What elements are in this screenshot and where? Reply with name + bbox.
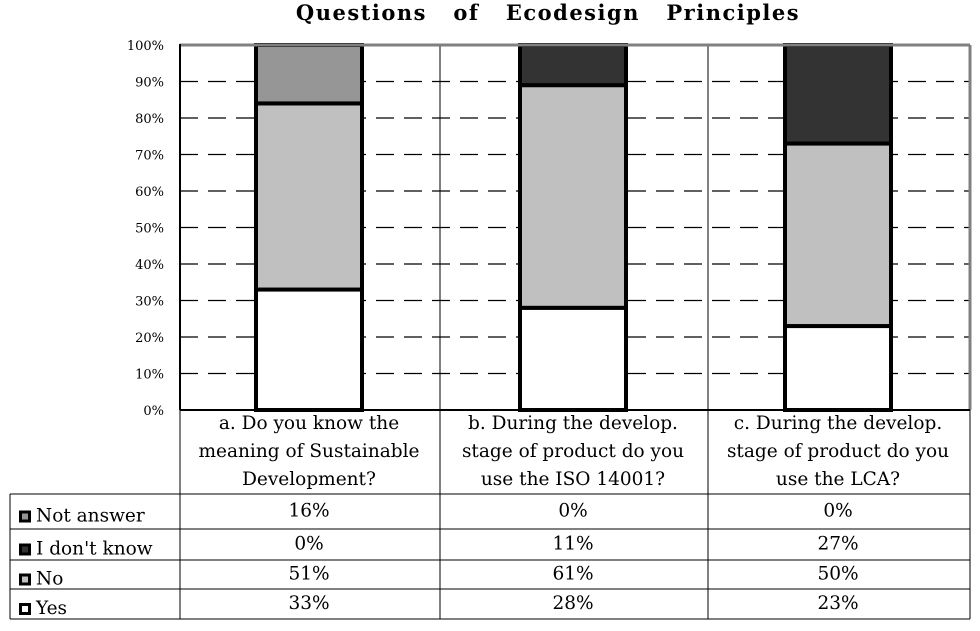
category-label: a. Do you know the — [219, 413, 399, 434]
data-table: Not answer 16% 0% 0% I don't know 0% 11% 27% No 5… — [9, 493, 971, 620]
bars — [254, 43, 893, 412]
category-label: Development? — [242, 469, 376, 490]
category-label: use the LCA? — [776, 469, 900, 490]
y-tick-label: 10% — [135, 368, 164, 383]
legend-key-fill — [22, 576, 28, 583]
category-labels: a. Do you know the meaning of Sustainable… — [179, 410, 971, 494]
category-label: b. During the develop. — [468, 413, 678, 434]
legend-key-fill — [22, 546, 28, 553]
category-label: stage of product do you — [727, 441, 949, 462]
bar-segment-no — [254, 101, 364, 292]
category-label: use the ISO 14001? — [481, 469, 665, 490]
y-tick-label: 50% — [135, 222, 164, 237]
y-tick-label: 60% — [135, 185, 164, 200]
y-tick-label: 20% — [135, 331, 164, 346]
table-value: 33% — [288, 593, 329, 614]
table-value: 61% — [552, 564, 593, 585]
table-row-not-answer: Not answer 16% 0% 0% — [19, 501, 853, 527]
y-tick-label: 0% — [143, 404, 164, 419]
table-value: 0% — [294, 534, 323, 555]
bar-segment-no — [783, 141, 893, 329]
table-row-no: No 51% 61% 50% — [19, 564, 859, 590]
table-value: 0% — [558, 501, 587, 522]
legend-label: Not answer — [36, 506, 145, 527]
bar-segment-i-don-t-know — [518, 43, 628, 88]
table-value: 50% — [817, 564, 858, 585]
table-value: 16% — [288, 501, 329, 522]
table-value: 23% — [817, 593, 858, 614]
table-value: 28% — [552, 593, 593, 614]
plot-frame — [179, 43, 972, 411]
bar-segment-yes — [254, 287, 364, 412]
bar-segment-not-answer — [254, 43, 364, 106]
y-axis-ticks: 0% 10% 20% 30% 40% 50% 60% 70% 80% 90% 100% — [127, 39, 164, 419]
legend-label: I don't know — [36, 539, 153, 560]
y-tick-label: 90% — [135, 76, 164, 91]
bar-segment-i-don-t-know — [783, 43, 893, 146]
y-tick-label: 100% — [127, 39, 164, 54]
chart-title: Questions of Ecodesign Principles — [296, 0, 800, 25]
bar-segment-no — [518, 83, 628, 310]
table-row-yes: Yes 33% 28% 23% — [19, 593, 859, 619]
category-label: c. During the develop. — [734, 413, 942, 434]
legend-label: Yes — [35, 598, 67, 619]
category-label: stage of product do you — [462, 441, 684, 462]
legend-label: No — [36, 569, 63, 590]
bar-segment-yes — [783, 324, 893, 412]
legend-key-fill — [22, 513, 28, 520]
y-tick-label: 40% — [135, 258, 164, 273]
category-label: meaning of Sustainable — [199, 441, 420, 462]
table-value: 11% — [552, 534, 593, 555]
y-tick-label: 30% — [135, 295, 164, 310]
table-value: 27% — [817, 534, 858, 555]
bar-segment-yes — [518, 305, 628, 412]
table-value: 0% — [823, 501, 852, 522]
legend-key-fill — [22, 606, 28, 612]
table-row-i-don-t-know: I don't know 0% 11% 27% — [19, 534, 859, 560]
y-tick-label: 70% — [135, 149, 164, 164]
y-tick-label: 80% — [135, 112, 164, 127]
table-value: 51% — [288, 564, 329, 585]
